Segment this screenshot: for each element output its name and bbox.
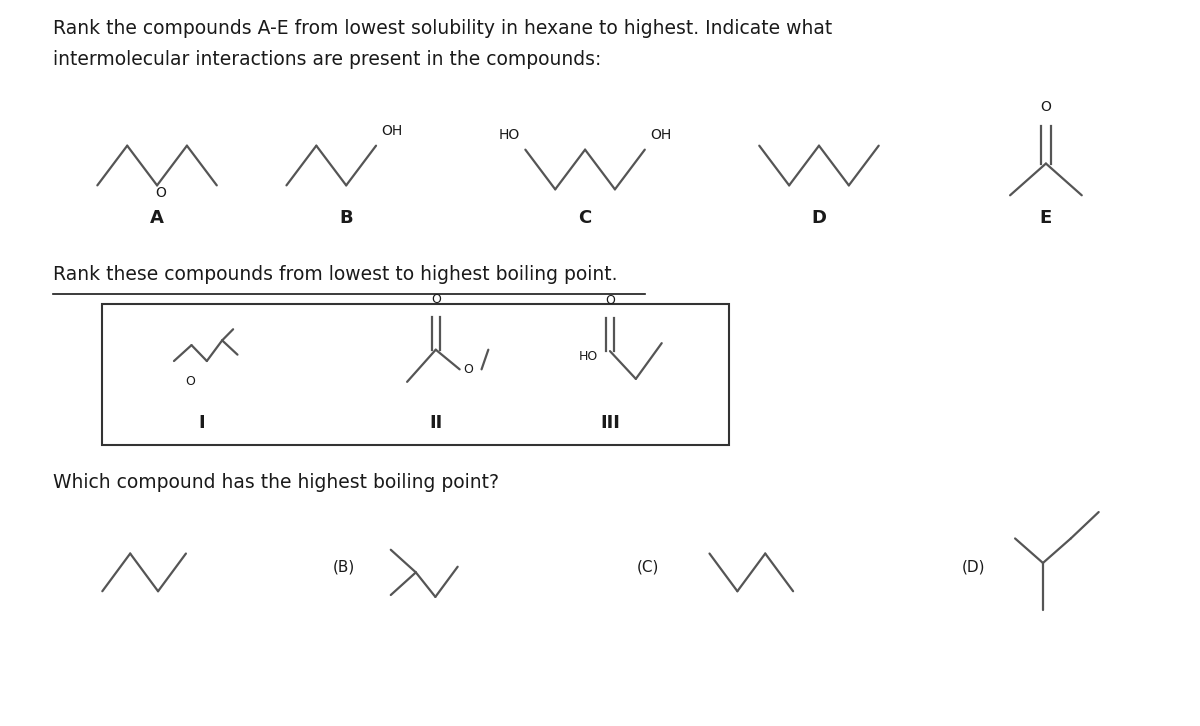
- Text: B: B: [340, 209, 353, 227]
- Bar: [102, 304, 730, 445]
- Text: O: O: [431, 293, 440, 306]
- Text: O: O: [463, 363, 474, 376]
- Text: O: O: [605, 295, 614, 307]
- Text: O: O: [1040, 100, 1051, 114]
- Text: (B): (B): [334, 560, 355, 575]
- Text: (D): (D): [961, 560, 985, 575]
- Text: Which compound has the highest boiling point?: Which compound has the highest boiling p…: [53, 473, 498, 492]
- Text: Rank the compounds A-E from lowest solubility in hexane to highest. Indicate wha: Rank the compounds A-E from lowest solub…: [53, 19, 832, 38]
- Text: Rank these compounds from lowest to highest boiling point.: Rank these compounds from lowest to high…: [53, 265, 617, 284]
- Text: II: II: [430, 415, 443, 433]
- Text: C: C: [578, 209, 592, 227]
- Text: (C): (C): [636, 560, 659, 575]
- Text: D: D: [811, 209, 827, 227]
- Text: OH: OH: [649, 128, 671, 142]
- Text: HO: HO: [578, 349, 598, 362]
- Text: O: O: [186, 375, 196, 388]
- Text: HO: HO: [499, 128, 521, 142]
- Text: III: III: [600, 415, 620, 433]
- Text: O: O: [156, 187, 167, 200]
- Text: intermolecular interactions are present in the compounds:: intermolecular interactions are present …: [53, 50, 601, 70]
- Text: I: I: [198, 415, 205, 433]
- Text: A: A: [150, 209, 164, 227]
- Text: E: E: [1040, 209, 1052, 227]
- Text: OH: OH: [382, 123, 402, 138]
